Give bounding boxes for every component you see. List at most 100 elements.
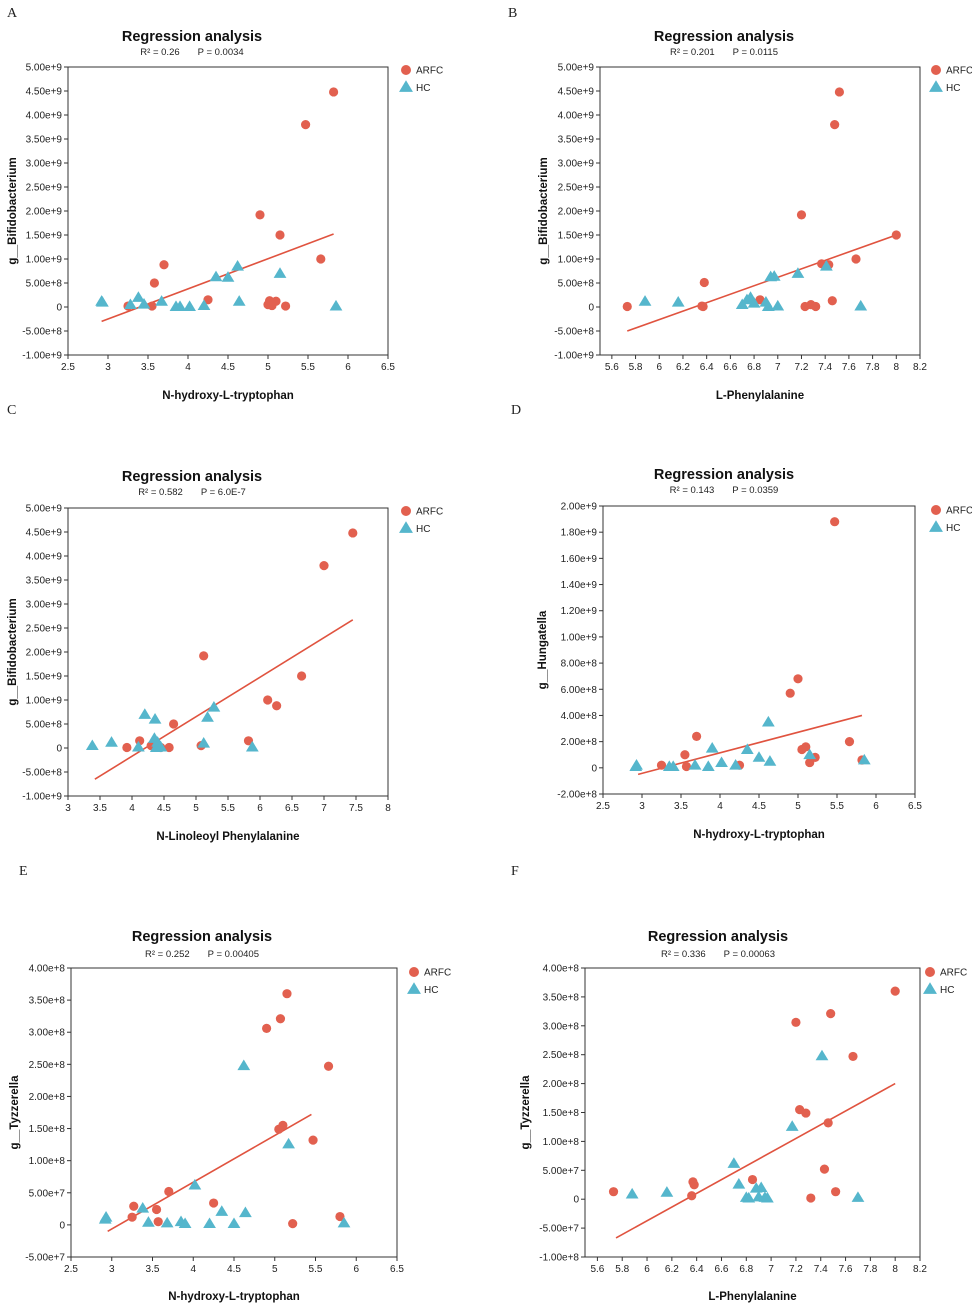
arfc-point <box>890 986 900 996</box>
y-tick-label: 2.50e+8 <box>543 1050 580 1061</box>
arfc-point <box>830 517 840 527</box>
x-tick-label: 6.6 <box>715 1264 729 1275</box>
hc-point <box>96 296 109 307</box>
hc-point <box>137 297 151 309</box>
y-tick-label: 5.00e+7 <box>543 1166 580 1177</box>
hc-point <box>337 1216 351 1228</box>
hc-point <box>771 299 785 311</box>
x-tick-label: 5.6 <box>590 1264 604 1275</box>
arfc-point <box>301 120 311 130</box>
x-tick-label: 3 <box>639 801 645 812</box>
y-tick-label: -5.00e+7 <box>539 1224 579 1235</box>
chart-title: Regression analysis <box>122 29 262 45</box>
y-tick-label: 8.00e+8 <box>561 659 598 670</box>
hc-point <box>727 1157 741 1168</box>
x-tick-label: 7.8 <box>863 1264 877 1275</box>
arfc-point <box>319 561 329 571</box>
y-axis-label: g__Bifidobacterium <box>538 157 550 264</box>
x-tick-label: 2.5 <box>596 801 610 812</box>
y-tick-label: 2.00e+8 <box>543 1079 580 1090</box>
hc-point <box>803 748 817 760</box>
hc-point <box>273 267 287 278</box>
y-axis-label: g__Bifidobacterium <box>7 157 19 264</box>
arfc-point <box>164 1186 174 1197</box>
hc-point <box>173 300 187 311</box>
plot-frame <box>584 967 921 1258</box>
y-tick-label: 4.00e+8 <box>561 711 598 722</box>
arfc-point <box>203 295 213 305</box>
y-tick-label: -1.00e+8 <box>539 1253 579 1264</box>
y-tick-label: 4.50e+9 <box>26 87 63 98</box>
hc-point <box>329 299 343 311</box>
legend-hc-label: HC <box>416 83 430 94</box>
stats-label: R² = 0.582 P = 6.0E-7 <box>138 487 246 498</box>
hc-point <box>851 1191 865 1202</box>
y-tick-label: 1.00e+8 <box>29 1156 66 1167</box>
x-tick-label: 3.5 <box>141 362 155 373</box>
legend: ARFC HC <box>929 65 972 94</box>
arfc-point <box>687 1191 697 1201</box>
arfc-point <box>262 1023 272 1033</box>
y-tick-label: -5.00e+8 <box>554 327 594 338</box>
data-points <box>98 989 351 1229</box>
regression-line <box>94 619 354 780</box>
y-tick-label: 4.00e+9 <box>26 552 63 563</box>
arfc-point <box>698 301 708 312</box>
x-tick-label: 4 <box>185 362 191 373</box>
y-tick-label: 0 <box>588 303 594 314</box>
stats-label: R² = 0.252 P = 0.00405 <box>145 949 259 960</box>
legend: ARFC HC <box>399 506 443 535</box>
hc-point <box>671 296 685 307</box>
arfc-point <box>288 1219 298 1229</box>
hc-point <box>203 1217 216 1229</box>
arfc-point <box>209 1198 219 1208</box>
legend-arfc-label: ARFC <box>940 968 967 979</box>
x-tick-label: 6 <box>257 803 263 814</box>
x-tick-label: 3.5 <box>146 1264 160 1275</box>
y-tick-label: 1.00e+9 <box>26 255 63 266</box>
y-tick-label: 2.50e+8 <box>29 1060 66 1071</box>
chart-title: Regression analysis <box>132 929 272 945</box>
y-tick-label: 4.50e+9 <box>558 87 595 98</box>
arfc-point <box>263 695 273 705</box>
y-tick-label: 0 <box>573 1195 579 1206</box>
y-tick-label: -5.00e+8 <box>22 327 62 338</box>
x-tick-label: 6 <box>656 362 662 373</box>
y-tick-label: 3.50e+8 <box>543 992 580 1003</box>
arfc-point <box>793 674 803 684</box>
hc-point <box>232 295 246 306</box>
panel-letter: C <box>7 403 16 418</box>
x-tick-label: 7.5 <box>349 803 363 814</box>
hc-point <box>857 753 871 765</box>
arfc-point <box>801 1108 811 1118</box>
x-tick-label: 3.5 <box>674 801 688 812</box>
hc-point <box>761 300 775 311</box>
y-tick-label: 3.00e+9 <box>558 159 595 170</box>
legend-hc-label: HC <box>946 83 960 94</box>
y-tick-label: 4.50e+9 <box>26 528 63 539</box>
x-tick-label: 5.6 <box>605 362 619 373</box>
hc-point <box>666 760 680 771</box>
data-points <box>95 87 343 311</box>
x-tick-label: 4.5 <box>227 1264 241 1275</box>
hc-point <box>791 267 805 278</box>
legend-hc-label: HC <box>416 524 430 535</box>
arfc-point <box>831 1187 841 1197</box>
panel-letter: B <box>508 6 517 21</box>
y-tick-label: -1.00e+9 <box>22 351 62 362</box>
x-axis-ticks: 2.5 3 3.5 4 4.5 5 5.5 6 6.5 <box>596 794 922 812</box>
x-tick-label: 3 <box>109 1264 115 1275</box>
x-tick-label: 8 <box>892 1264 898 1275</box>
hc-point <box>819 260 833 271</box>
panel-letter: E <box>19 864 28 879</box>
y-tick-label: 0 <box>591 763 597 774</box>
legend-arfc-marker <box>931 505 941 515</box>
y-tick-label: 1.50e+8 <box>543 1108 580 1119</box>
legend-arfc-marker <box>409 967 419 977</box>
arfc-point <box>830 120 840 130</box>
legend-arfc-label: ARFC <box>416 66 443 77</box>
hc-point <box>854 299 868 311</box>
arfc-point <box>692 731 702 742</box>
x-tick-label: 3 <box>105 362 111 373</box>
x-axis-label: L-Phenylalanine <box>708 1291 796 1303</box>
